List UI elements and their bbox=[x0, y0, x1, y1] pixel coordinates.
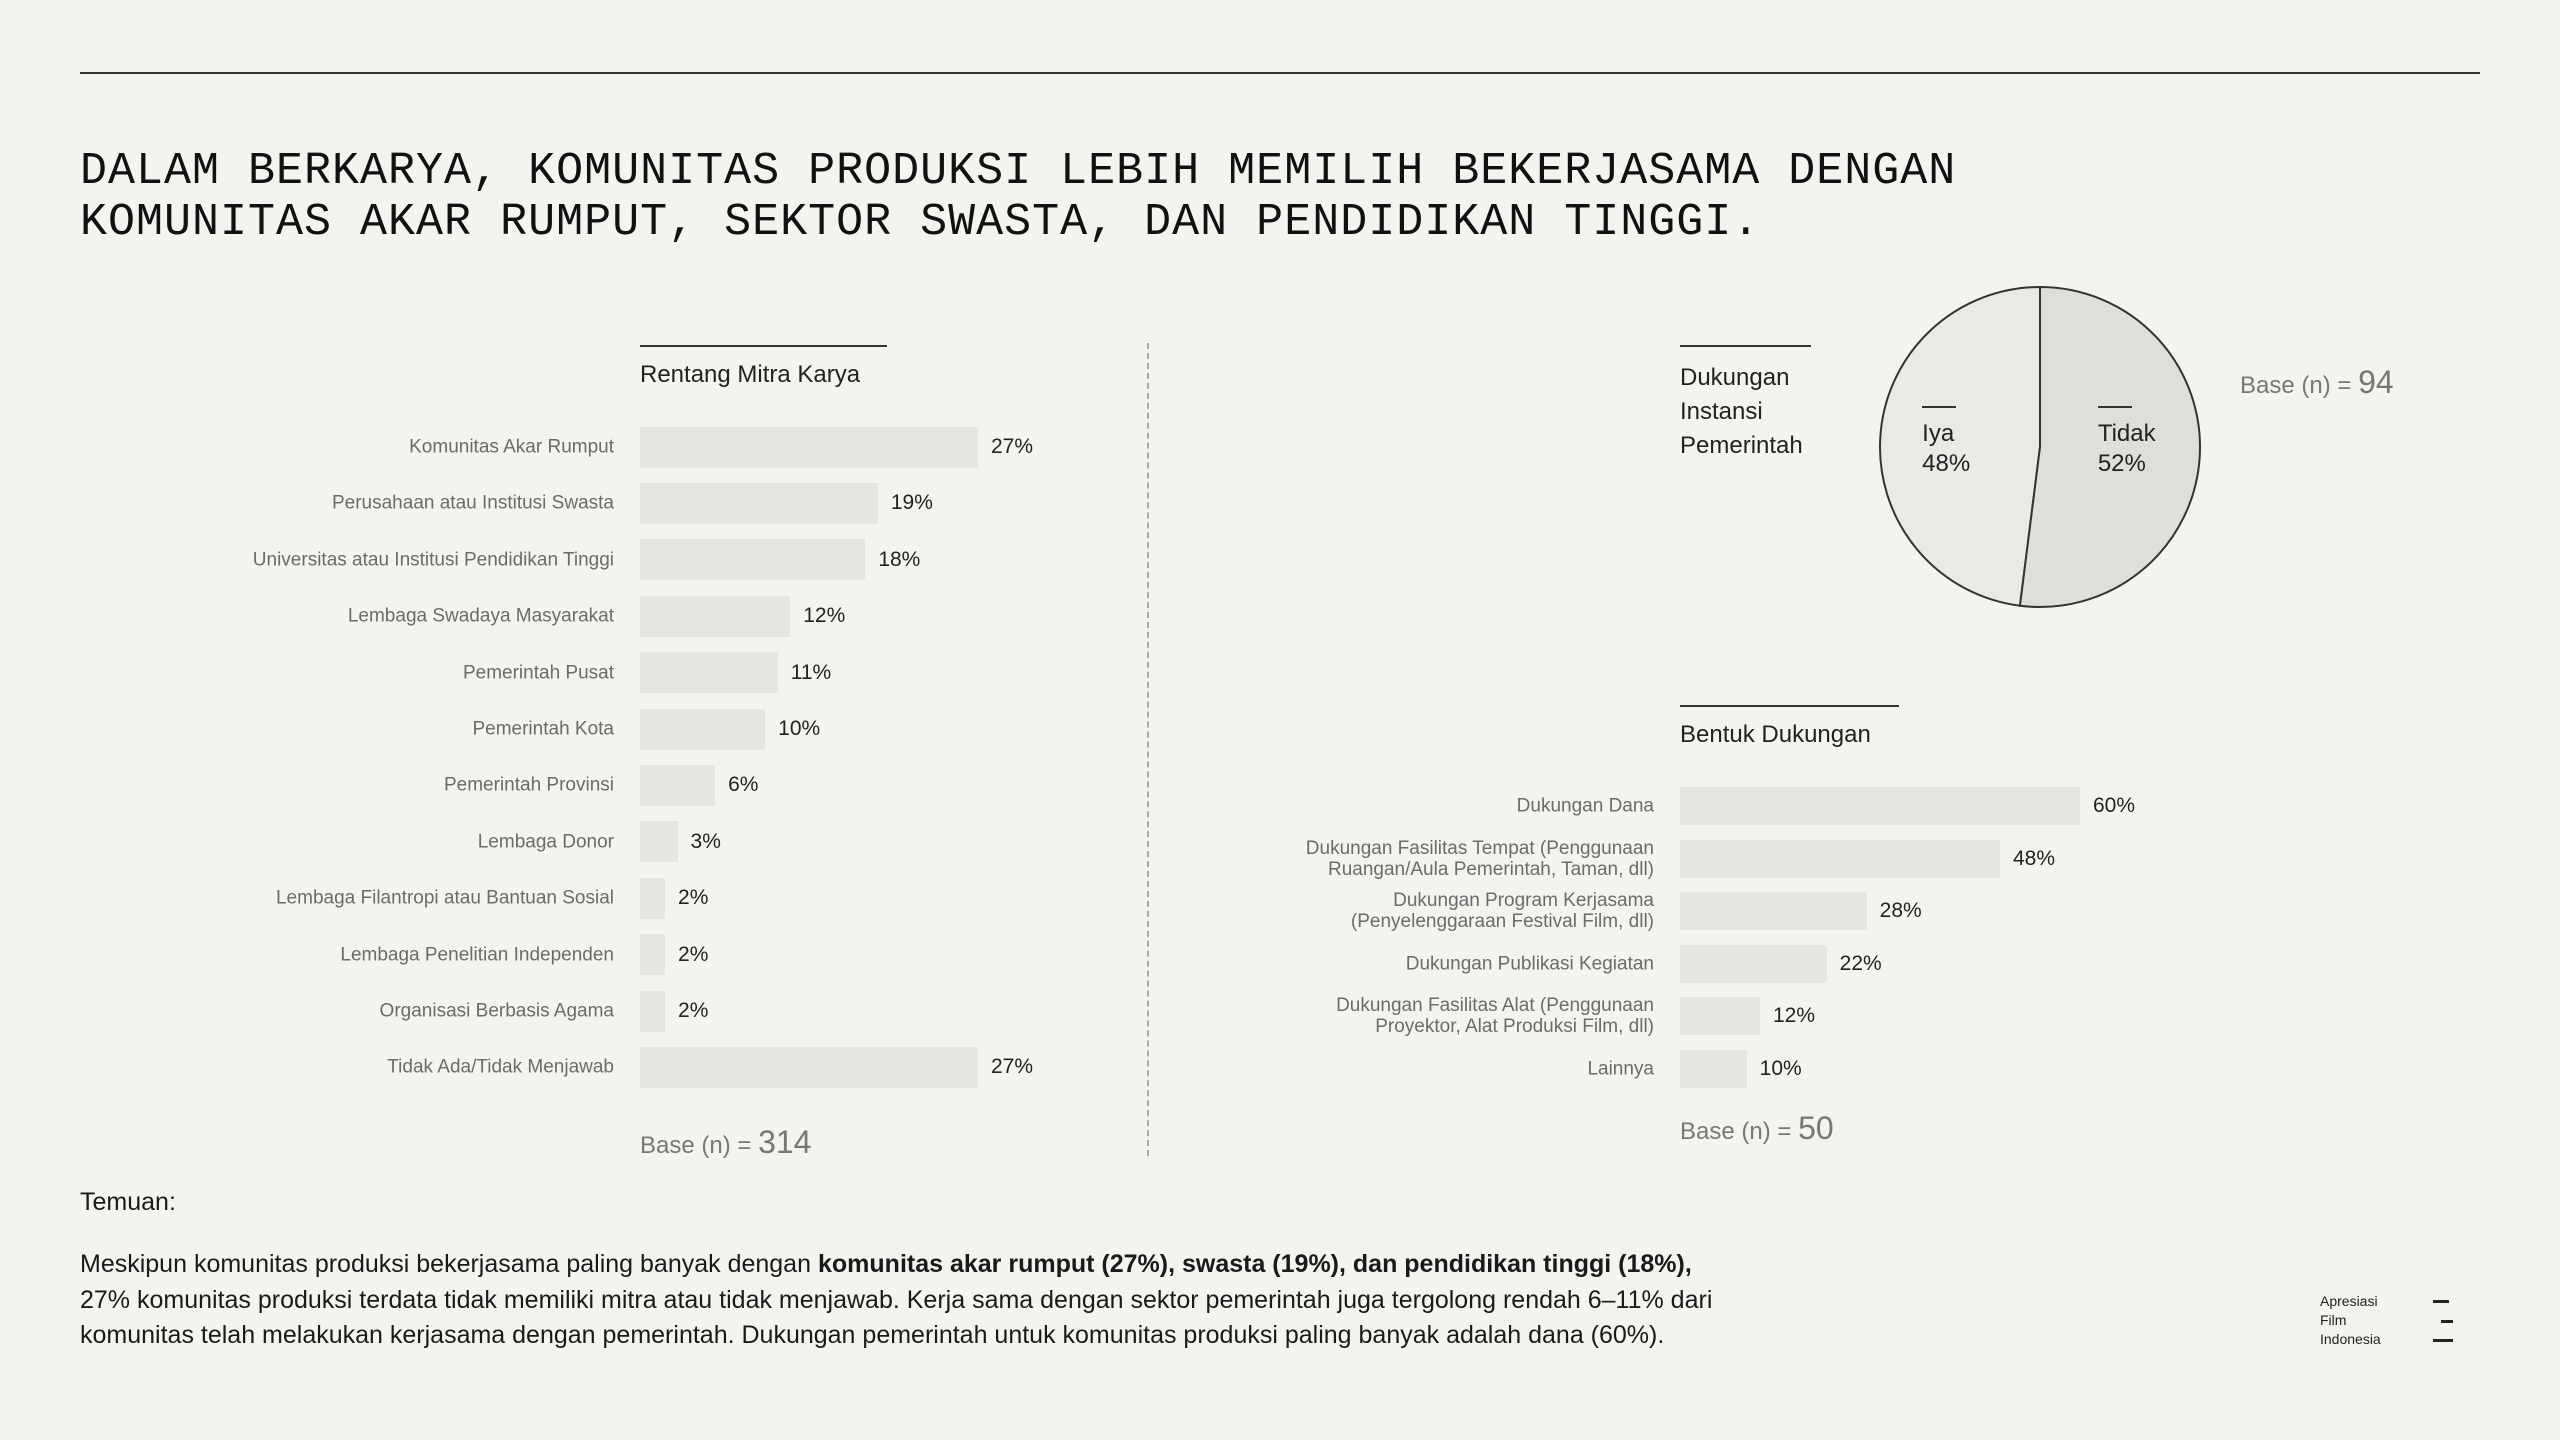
bar bbox=[1680, 944, 1827, 983]
bar bbox=[640, 595, 791, 637]
base-n: 94 bbox=[2358, 364, 2394, 400]
value-label: 18% bbox=[878, 547, 921, 571]
value-label: 60% bbox=[2093, 794, 2136, 817]
base-note: Base (n) = 94 bbox=[2240, 364, 2394, 401]
category-label: Dukungan Fasilitas Tempat (Penggunaan Ru… bbox=[1305, 837, 1654, 880]
category-label: Universitas atau Institusi Pendidikan Ti… bbox=[252, 549, 614, 571]
category-label: Lembaga Penelitian Independen bbox=[340, 944, 614, 966]
base-note: Base (n) = 314 bbox=[640, 1124, 811, 1161]
pie-category: Tidak bbox=[2097, 420, 2156, 447]
base-n: 50 bbox=[1798, 1110, 1834, 1146]
logo-mark bbox=[2433, 1339, 2453, 1342]
chart-title: Bentuk Dukungan bbox=[1680, 721, 1871, 748]
chart-title: Rentang Mitra Karya bbox=[640, 361, 861, 388]
value-label: 2% bbox=[678, 886, 709, 910]
value-label: 28% bbox=[1879, 899, 1922, 923]
category-label: Lembaga Swadaya Masyarakat bbox=[347, 605, 614, 627]
bar bbox=[1680, 1050, 1747, 1088]
category-label: Lembaga Filantropi atau Bantuan Sosial bbox=[275, 887, 614, 909]
category-label: Lembaga Donor bbox=[477, 831, 614, 853]
chart-title-rule bbox=[640, 345, 887, 347]
category-label: Pemerintah Pusat bbox=[462, 662, 614, 684]
bar bbox=[640, 426, 978, 468]
pie-value: 52% bbox=[2097, 450, 2146, 477]
value-label: 12% bbox=[1773, 1004, 1816, 1028]
value-label: 10% bbox=[1759, 1057, 1802, 1080]
value-label: 27% bbox=[991, 1055, 1034, 1079]
bar bbox=[640, 482, 878, 524]
divider bbox=[1147, 343, 1149, 1156]
chart-title: Dukungan Instansi Pemerintah bbox=[1680, 364, 1803, 459]
bar bbox=[640, 1046, 978, 1088]
chart-title-rule bbox=[1680, 345, 1811, 347]
bar bbox=[640, 934, 666, 976]
bar bbox=[640, 877, 666, 919]
category-label: Komunitas Akar Rumput bbox=[409, 436, 614, 458]
bar bbox=[640, 764, 716, 806]
logo-mark bbox=[2433, 1300, 2449, 1303]
bar bbox=[1680, 839, 2000, 878]
category-label: Tidak Ada/Tidak Menjawab bbox=[387, 1056, 614, 1078]
category-label: Dukungan Program Kerjasama (Penyelenggar… bbox=[1350, 890, 1654, 933]
pie-category: Iya bbox=[1922, 420, 1955, 447]
findings-line: 27% komunitas produksi terdata tidak mem… bbox=[80, 1286, 1712, 1315]
base-label: Base (n) = bbox=[1680, 1118, 1792, 1145]
bar bbox=[640, 990, 666, 1032]
pie-label-rule bbox=[1922, 406, 1957, 408]
category-label: Dukungan Fasilitas Alat (Penggunaan Proy… bbox=[1336, 995, 1654, 1038]
bar bbox=[640, 539, 866, 581]
value-label: 6% bbox=[728, 773, 759, 797]
logo-text: Indonesia bbox=[2320, 1331, 2381, 1347]
pie-slice bbox=[1879, 285, 2041, 607]
category-label: Dukungan Dana bbox=[1516, 795, 1654, 817]
value-label: 3% bbox=[690, 829, 721, 853]
value-label: 12% bbox=[803, 604, 846, 628]
category-label: Pemerintah Kota bbox=[472, 718, 614, 740]
base-label: Base (n) = bbox=[640, 1132, 752, 1159]
value-label: 19% bbox=[890, 491, 933, 515]
logo-text: Apresiasi bbox=[2320, 1293, 2378, 1309]
pie-label-rule bbox=[2097, 406, 2132, 408]
findings-line: komunitas telah melakukan kerjasama deng… bbox=[80, 1321, 1664, 1350]
category-label: Lainnya bbox=[1587, 1058, 1654, 1080]
bar bbox=[1680, 997, 1760, 1036]
bar bbox=[1680, 787, 2080, 825]
value-label: 2% bbox=[678, 999, 709, 1022]
pie-value: 48% bbox=[1922, 450, 1971, 477]
base-label: Base (n) = bbox=[2240, 372, 2352, 399]
category-label: Perusahaan atau Institusi Swasta bbox=[331, 492, 614, 514]
page-title: DALAM BERKARYA, KOMUNITAS PRODUKSI LEBIH… bbox=[80, 146, 1957, 248]
bar bbox=[640, 652, 778, 694]
base-n: 314 bbox=[758, 1124, 812, 1160]
logo-mark bbox=[2441, 1320, 2453, 1323]
bar bbox=[640, 821, 678, 863]
findings-text: Meskipun komunitas produksi bekerjasama … bbox=[80, 1250, 811, 1278]
findings-heading: Temuan: bbox=[80, 1188, 176, 1216]
findings-text: komunitas telah melakukan kerjasama deng… bbox=[80, 1321, 1665, 1349]
findings-line: Meskipun komunitas produksi bekerjasama … bbox=[80, 1250, 1692, 1279]
findings-bold: komunitas akar rumput (27%), swasta (19%… bbox=[818, 1250, 1692, 1278]
findings-text: 27% komunitas produksi terdata tidak mem… bbox=[80, 1285, 1713, 1314]
category-label: Organisasi Berbasis Agama bbox=[379, 1000, 614, 1022]
logo-text: Film bbox=[2320, 1312, 2347, 1328]
category-label: Dukungan Publikasi Kegiatan bbox=[1405, 953, 1654, 975]
value-label: 48% bbox=[2013, 846, 2056, 870]
category-label: Pemerintah Provinsi bbox=[443, 774, 614, 796]
chart-title-rule bbox=[1680, 705, 1899, 707]
value-label: 2% bbox=[678, 942, 709, 966]
base-note: Base (n) = 50 bbox=[1680, 1110, 1834, 1147]
value-label: 22% bbox=[1839, 951, 1882, 975]
bar bbox=[640, 708, 766, 750]
value-label: 10% bbox=[778, 717, 821, 740]
value-label: 27% bbox=[991, 435, 1034, 458]
value-label: 11% bbox=[790, 660, 832, 684]
pie-slice bbox=[2018, 285, 2202, 608]
bar bbox=[1680, 892, 1867, 931]
top-rule bbox=[80, 72, 2480, 74]
